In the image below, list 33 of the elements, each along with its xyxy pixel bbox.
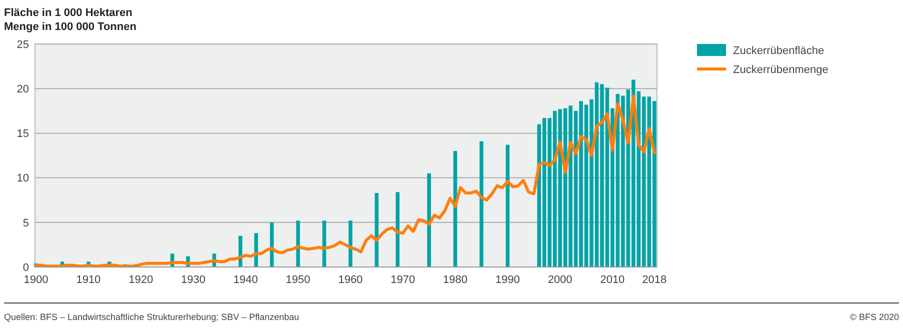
chart-subtitle: Menge in 100 000 Tonnen [4, 21, 137, 33]
y-tick-label: 15 [16, 128, 29, 140]
bar [348, 220, 352, 267]
y-tick-label: 5 [22, 217, 29, 230]
bar [480, 141, 484, 267]
x-tick-label: 2018 [642, 274, 667, 286]
bar [296, 220, 300, 267]
source-note: Quellen: BFS – Landwirtschaftliche Strukturerhebung; SBV – Pflanzenbau [4, 312, 300, 322]
x-tick-label: 2010 [600, 274, 625, 286]
bar [427, 173, 431, 267]
line-series [34, 94, 656, 268]
bar [238, 236, 242, 267]
x-tick-label: 1970 [390, 274, 416, 286]
text: © BFS 2020 [850, 312, 899, 322]
x-tick-label: 1950 [286, 274, 310, 286]
x-tick-label: 1920 [128, 274, 154, 286]
x-tick-label: 1940 [233, 274, 258, 286]
legend-label: Zuckerrübenfläche [733, 44, 824, 57]
x-tick-label: 1990 [495, 274, 520, 286]
bar [396, 192, 400, 267]
x-tick-label: 1910 [76, 274, 101, 286]
y-tick-label: 10 [16, 172, 29, 185]
x-tick-label: 1900 [24, 274, 48, 286]
y-tick-label: 20 [16, 83, 29, 96]
x-tick-label: 1930 [181, 274, 206, 286]
y-tick-label: 25 [16, 38, 29, 51]
x-tick-label: 2000 [548, 274, 572, 286]
x-tick-label: 1980 [443, 274, 468, 286]
y-tick-label: 0 [22, 262, 29, 274]
bar [254, 233, 258, 267]
legend-label: Zuckerrübenmenge [733, 64, 828, 76]
chart-title: Fläche in 1 000 Hektaren [4, 7, 133, 19]
x-tick-label: 1960 [338, 274, 363, 286]
